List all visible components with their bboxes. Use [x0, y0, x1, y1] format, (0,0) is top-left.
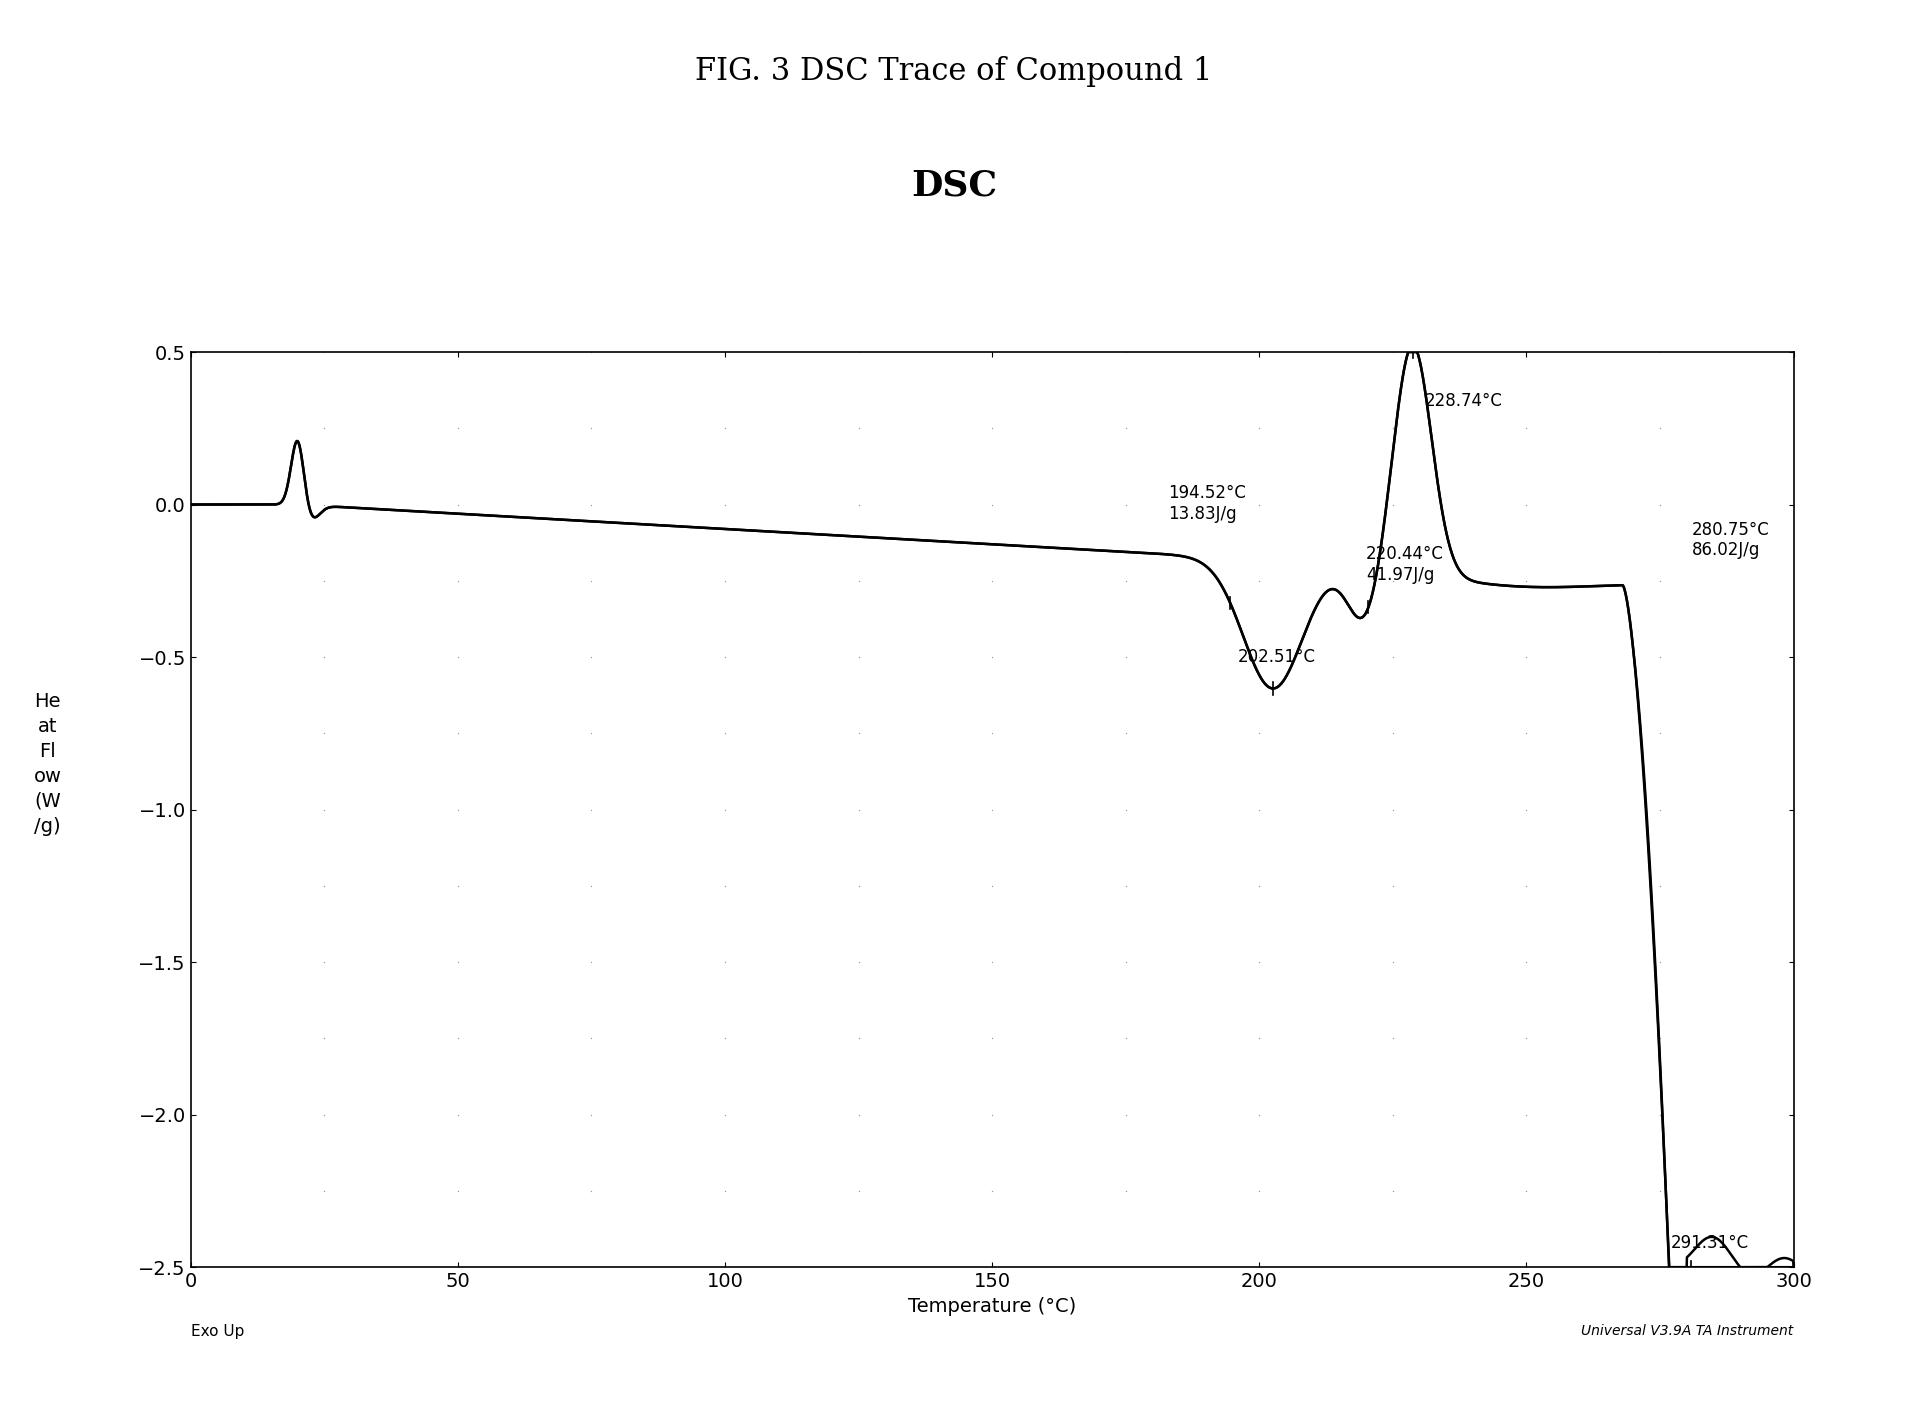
Text: He
at
Fl
ow
(W
/g): He at Fl ow (W /g) — [34, 691, 61, 836]
X-axis label: Temperature (°C): Temperature (°C) — [908, 1297, 1076, 1315]
Text: DSC: DSC — [910, 169, 997, 203]
Text: Universal V3.9A TA Instrument: Universal V3.9A TA Instrument — [1581, 1324, 1793, 1338]
Text: Exo Up: Exo Up — [191, 1324, 244, 1339]
Text: FIG. 3 DSC Trace of Compound 1: FIG. 3 DSC Trace of Compound 1 — [694, 56, 1213, 87]
Text: 291.31°C: 291.31°C — [1671, 1233, 1749, 1252]
Text: 228.74°C: 228.74°C — [1425, 391, 1503, 410]
Text: 280.75°C
86.02J/g: 280.75°C 86.02J/g — [1692, 521, 1770, 559]
Text: 194.52°C
13.83J/g: 194.52°C 13.83J/g — [1167, 484, 1245, 522]
Text: 220.44°C
41.97J/g: 220.44°C 41.97J/g — [1365, 545, 1444, 584]
Text: 202.51°C: 202.51°C — [1238, 648, 1316, 666]
